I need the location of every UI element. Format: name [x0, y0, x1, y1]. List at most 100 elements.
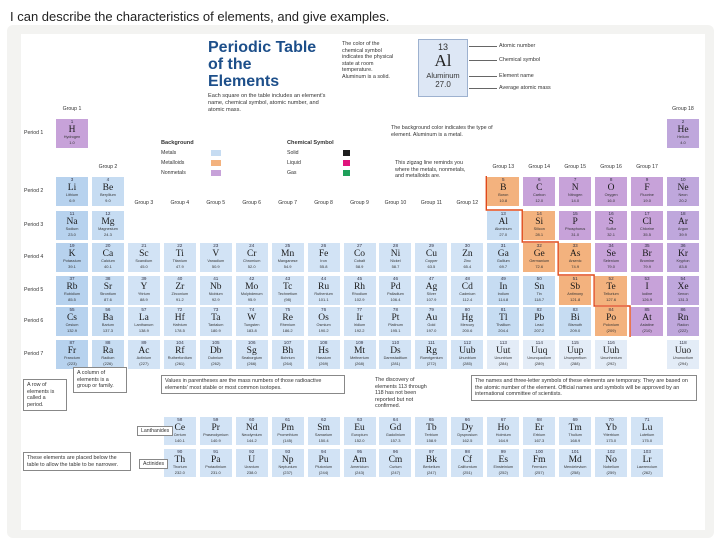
- element-cell-rg: 111 Rg Roentgenium (272): [414, 339, 449, 370]
- element-atomic-mass: 27.0: [499, 231, 508, 237]
- element-symbol: Er: [534, 422, 544, 433]
- element-symbol: Fr: [67, 345, 77, 356]
- element-symbol: Fm: [532, 454, 546, 465]
- element-symbol: Rg: [425, 345, 437, 356]
- element-atomic-number: 89: [141, 340, 147, 345]
- element-atomic-number: 96: [392, 449, 399, 454]
- element-atomic-mass: 167.3: [534, 437, 545, 443]
- element-cell-tb: 65 Tb Terbium 158.9: [414, 416, 449, 446]
- element-atomic-number: 106: [247, 340, 256, 345]
- element-cell-xe: 54 Xe Xenon 131.3: [666, 275, 700, 306]
- element-symbol: Cl: [642, 216, 652, 227]
- element-symbol: Tc: [282, 281, 293, 292]
- element-symbol: Te: [606, 281, 616, 292]
- group-label-2: Group 2: [98, 164, 118, 170]
- element-atomic-number: 37: [69, 276, 75, 281]
- element-symbol: Ga: [497, 248, 509, 259]
- group-label-12: Group 12: [456, 200, 479, 206]
- element-cell-cl: 17 Cl Chlorine 35.5: [630, 210, 665, 241]
- element-atomic-number: 4: [106, 177, 110, 182]
- element-symbol: Bi: [570, 312, 580, 323]
- group-label-15: Group 15: [564, 164, 586, 170]
- element-atomic-mass: (292): [606, 360, 616, 366]
- element-symbol: Na: [66, 216, 78, 227]
- element-atomic-mass: 178.5: [174, 327, 185, 333]
- element-atomic-number: 112: [463, 340, 471, 345]
- element-atomic-mass: 140.1: [174, 437, 185, 443]
- element-cell-pt: 78 Pt Platinum 195.1: [378, 306, 413, 337]
- key-label-chemical-symbol: Chemical symbol: [499, 57, 541, 63]
- element-atomic-number: 29: [428, 243, 434, 248]
- element-element-name: Holmium: [495, 433, 511, 438]
- element-cell-db: 105 Db Dubnium (262): [198, 339, 233, 370]
- element-atomic-number: 28: [392, 243, 399, 248]
- element-cell-pm: 61 Pm Promethium (145): [270, 416, 305, 446]
- element-atomic-number: 46: [392, 276, 399, 281]
- element-symbol: Uuo: [674, 345, 692, 356]
- period-label-2: Period 2: [24, 188, 44, 194]
- element-atomic-number: 14: [536, 211, 542, 216]
- element-atomic-mass: (251): [462, 469, 473, 475]
- element-element-name: Neptunium: [278, 465, 297, 470]
- element-atomic-number: 82: [536, 307, 542, 312]
- element-element-name: Copper: [425, 259, 438, 264]
- element-atomic-mass: (209): [606, 327, 616, 333]
- element-cell-ir: 77 Ir Iridium 192.2: [342, 306, 377, 337]
- element-symbol: Bk: [425, 454, 437, 465]
- element-cell-kr: 36 Kr Krypton 83.8: [666, 242, 700, 273]
- element-atomic-number: 118: [679, 340, 687, 345]
- element-cell-w: 74 W Tungsten 183.8: [234, 306, 269, 337]
- element-symbol: Cs: [66, 312, 78, 323]
- figure-card: Periodic Table of the Elements Each squa…: [7, 25, 714, 538]
- element-atomic-number: 98: [464, 449, 470, 454]
- element-cell-es: 99 Es Einsteinium (252): [486, 448, 521, 478]
- legend-gas-swatch: [343, 170, 350, 176]
- element-cell-tm: 69 Tm Thulium 168.9: [558, 416, 593, 446]
- element-cell-ds: 110 Ds Darmstadtium (281): [378, 339, 413, 370]
- element-cell-at: 85 At Astatine (210): [630, 306, 665, 337]
- element-element-name: Uranium: [244, 465, 259, 470]
- key-sample-number: 13: [437, 42, 448, 52]
- key-leader-line: [469, 88, 497, 89]
- element-atomic-mass: 72.6: [535, 263, 544, 269]
- period-callout: A row of elements is called a period.: [23, 379, 67, 412]
- element-symbol: Pr: [211, 422, 220, 433]
- element-element-name: Krypton: [676, 259, 690, 264]
- legend-background-heading: Background: [161, 140, 194, 146]
- element-atomic-mass: 190.2: [318, 327, 329, 333]
- element-symbol: Co: [353, 248, 366, 259]
- element-symbol: Bh: [282, 345, 294, 356]
- element-atomic-number: 35: [644, 243, 650, 248]
- element-element-name: Ununoctium: [672, 356, 694, 361]
- element-atomic-mass: (289): [534, 360, 544, 366]
- element-atomic-number: 23: [213, 243, 219, 248]
- element-atomic-number: 113: [499, 340, 507, 345]
- group-label-8: Group 8: [314, 200, 333, 206]
- element-cell-pb: 82 Pb Lead 207.2: [522, 306, 557, 337]
- element-symbol: Br: [642, 248, 652, 259]
- element-atomic-mass: 200.6: [462, 327, 473, 333]
- element-symbol: Uub: [459, 345, 476, 356]
- element-cell-si: 14 Si Silicon 28.1: [522, 210, 557, 241]
- element-atomic-mass: 74.9: [571, 263, 580, 269]
- element-atomic-mass: 204.4: [498, 327, 509, 333]
- element-symbol: N: [571, 182, 579, 193]
- element-cell-te: 52 Te Tellurium 127.6: [594, 275, 629, 306]
- element-atomic-mass: 4.0: [680, 139, 686, 145]
- element-atomic-mass: 1.0: [69, 139, 75, 145]
- period-label-6: Period 6: [24, 318, 44, 324]
- element-element-name: Astatine: [640, 323, 654, 328]
- element-cell-pr: 59 Pr Praseodymium 140.9: [198, 416, 233, 446]
- element-atomic-mass: (288): [570, 360, 580, 366]
- element-element-name: Darmstadtium: [383, 356, 408, 361]
- element-element-name: Osmium: [316, 323, 331, 328]
- element-element-name: Ruthenium: [314, 292, 333, 297]
- legend-nonmetals-swatch: [211, 170, 221, 176]
- element-atomic-number: 99: [500, 449, 506, 454]
- element-element-name: Bromine: [639, 259, 655, 264]
- element-cell-ho: 67 Ho Holmium 164.9: [486, 416, 521, 446]
- element-atomic-mass: 126.9: [642, 296, 653, 302]
- element-element-name: Seaborgium: [241, 356, 262, 361]
- element-atomic-number: 60: [249, 417, 255, 422]
- element-element-name: Sodium: [65, 227, 79, 232]
